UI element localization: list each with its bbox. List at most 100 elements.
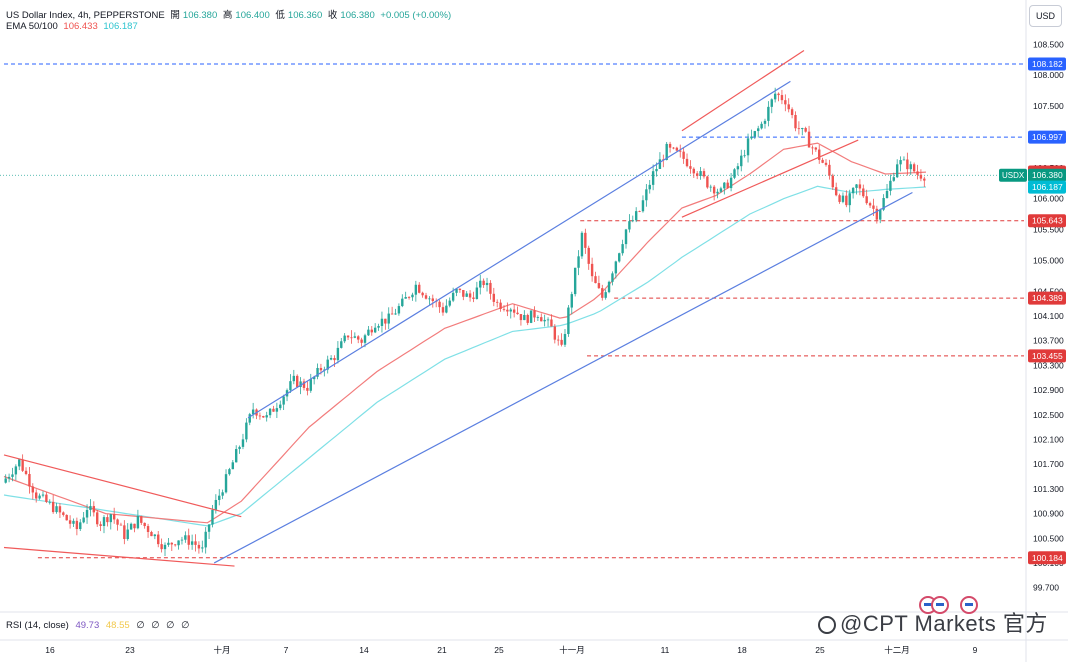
- price-tag-label: 100.184: [1032, 553, 1063, 563]
- candle: [302, 378, 306, 391]
- rsi-legend[interactable]: RSI (14, close) 49.73 48.55 ∅ ∅ ∅ ∅: [6, 620, 193, 631]
- candle-body: [126, 529, 129, 540]
- x-tick-label: 十月: [213, 645, 230, 655]
- candle-body: [38, 495, 41, 499]
- candle-body: [570, 294, 573, 308]
- ema50-line: [3, 142, 927, 524]
- candle-body: [275, 408, 279, 412]
- candle-body: [845, 195, 848, 206]
- candle: [31, 483, 35, 500]
- candle: [543, 314, 546, 327]
- candle: [818, 144, 821, 164]
- candle: [550, 314, 553, 327]
- price-tag-label: 106.997: [1032, 132, 1063, 142]
- candle-body: [638, 211, 641, 212]
- x-tick-label: 25: [494, 645, 504, 655]
- x-tick-label: 11: [661, 645, 670, 655]
- candle-body: [458, 288, 462, 290]
- candle-body: [72, 520, 75, 524]
- candle-body: [373, 327, 377, 333]
- candle: [875, 205, 879, 224]
- candle: [136, 509, 140, 530]
- candle-body: [658, 159, 662, 169]
- candle-body: [838, 195, 841, 202]
- candle: [638, 210, 641, 213]
- candle-body: [140, 516, 143, 523]
- price-tag-label: 106.187: [1032, 182, 1063, 192]
- symbol-title[interactable]: US Dollar Index, 4h, PEPPERSTONE: [6, 10, 165, 21]
- candle-body: [577, 256, 580, 268]
- candle: [201, 540, 204, 553]
- candle-body: [709, 186, 712, 188]
- low-value: 106.360: [287, 10, 323, 21]
- candle-body: [895, 164, 899, 178]
- candle-body: [153, 534, 157, 537]
- candle: [367, 326, 370, 336]
- candle-body: [390, 313, 394, 315]
- candle: [190, 534, 194, 550]
- candle: [512, 304, 516, 318]
- candle-body: [811, 147, 814, 149]
- candle-body: [309, 379, 312, 391]
- y-tick-label: 105.000: [1033, 255, 1064, 265]
- candle-body: [258, 415, 262, 417]
- candle: [24, 467, 28, 476]
- candle: [801, 127, 804, 136]
- y-tick-label: 100.900: [1033, 509, 1064, 519]
- candle: [879, 208, 882, 224]
- candle-body: [404, 297, 407, 299]
- candle-body: [92, 506, 96, 513]
- price-tag-label: 105.643: [1032, 216, 1063, 226]
- ema-legend[interactable]: EMA 50/100 106.433 106.187: [6, 21, 141, 32]
- x-tick-label: 14: [359, 645, 369, 655]
- candle: [838, 193, 841, 204]
- candle-body: [872, 205, 875, 209]
- candle-body: [336, 347, 340, 361]
- candle: [234, 445, 238, 463]
- candle-body: [848, 193, 851, 206]
- candle: [496, 299, 499, 308]
- candle: [804, 126, 807, 133]
- candle: [560, 333, 563, 347]
- candle: [309, 373, 312, 393]
- candle-body: [428, 298, 431, 300]
- candle-body: [475, 287, 479, 299]
- x-tick-label: 7: [284, 645, 289, 655]
- candle: [394, 308, 397, 315]
- candle: [55, 502, 58, 514]
- candle-body: [82, 517, 85, 523]
- candle: [780, 89, 784, 105]
- y-tick-label: 101.300: [1033, 484, 1064, 494]
- event-flag-icon[interactable]: [960, 596, 978, 614]
- candle-body: [407, 297, 411, 298]
- candle-body: [512, 309, 516, 313]
- candle-body: [302, 381, 306, 388]
- candle-body: [265, 415, 268, 418]
- watermark: @CPT Markets 官方: [818, 606, 1048, 638]
- candle-body: [611, 273, 614, 282]
- candle-body: [245, 422, 248, 440]
- candle-body: [801, 128, 804, 130]
- candle-body: [804, 128, 807, 132]
- candle-body: [180, 539, 184, 541]
- candle-body: [279, 404, 282, 409]
- currency-button[interactable]: USD: [1029, 5, 1062, 27]
- price-tag-box: [1028, 349, 1066, 363]
- candle-body: [807, 131, 811, 148]
- candle-body: [818, 149, 821, 160]
- candle-body: [160, 544, 163, 550]
- candle: [11, 467, 14, 482]
- candle: [811, 145, 814, 155]
- candle-body: [163, 544, 167, 550]
- candle: [343, 333, 346, 344]
- candle-body: [584, 232, 587, 248]
- candle: [858, 179, 862, 196]
- candle: [296, 374, 299, 388]
- candle: [360, 337, 363, 347]
- candle: [729, 172, 733, 192]
- candle-body: [123, 525, 126, 540]
- event-flag-icon[interactable]: [931, 596, 949, 614]
- candle: [224, 469, 228, 494]
